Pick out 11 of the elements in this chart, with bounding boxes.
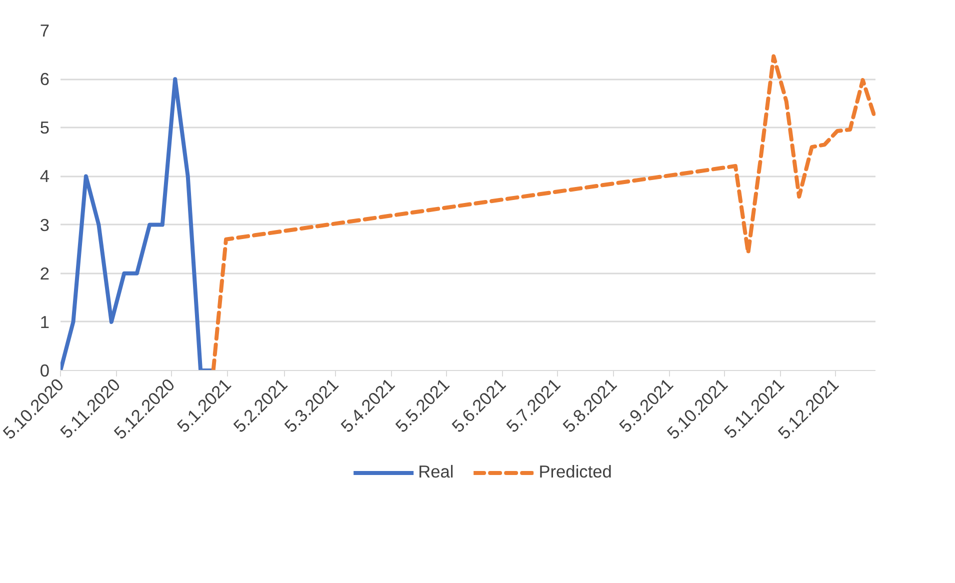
y-tick-label: 3 bbox=[40, 214, 50, 235]
y-tick-label: 1 bbox=[40, 312, 50, 332]
legend-label: Real bbox=[418, 462, 454, 482]
y-tick-label: 6 bbox=[40, 69, 50, 90]
y-tick-label: 0 bbox=[40, 360, 50, 380]
line-series bbox=[211, 54, 876, 370]
y-tick-label: 2 bbox=[40, 263, 50, 284]
y-tick-label: 7 bbox=[40, 20, 50, 40]
legend-label: Predicted bbox=[538, 462, 612, 482]
y-tick-label: 4 bbox=[40, 166, 50, 186]
y-tick-label: 5 bbox=[40, 118, 50, 138]
